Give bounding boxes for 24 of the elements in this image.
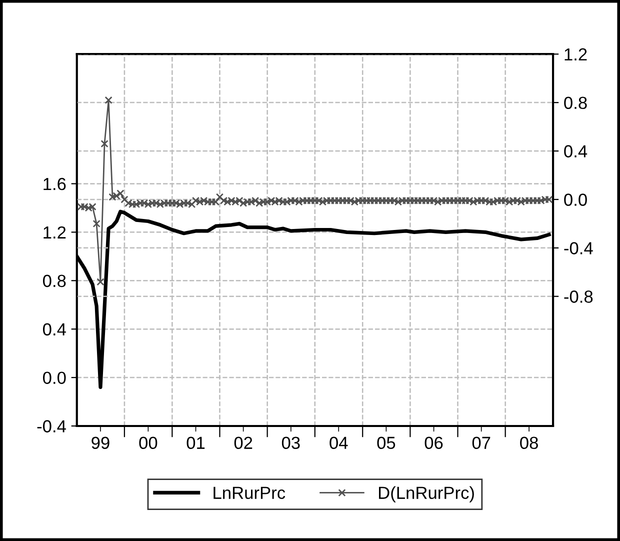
legend-label: LnRurPrc — [214, 486, 286, 499]
y-tick-label: 0.4 — [43, 323, 66, 336]
x-tick-label: 04 — [330, 436, 348, 450]
x-tick-label: 05 — [377, 436, 396, 450]
y2-tick-label: 0.0 — [564, 194, 587, 206]
x-tick-label: 03 — [282, 436, 300, 450]
y2-tick-label: 0.8 — [564, 96, 587, 110]
x-tick-label: 02 — [234, 436, 252, 450]
y-tick-label: 1.6 — [44, 178, 66, 190]
legend-label: D(LnRurPrc) — [378, 486, 474, 502]
y2-tick-label: -0.8 — [564, 290, 593, 303]
y2-tick-label: 1.2 — [564, 48, 587, 60]
y-tick-label: 1.2 — [44, 226, 66, 238]
x-tick-label: 99 — [92, 436, 110, 450]
y-tick-label: 0.0 — [43, 372, 66, 384]
x-tick-label: 08 — [520, 436, 538, 450]
y-tick-label: 0.8 — [43, 274, 66, 288]
y2-tick-label: -0.4 — [564, 242, 593, 254]
x-tick-label: 07 — [472, 436, 490, 450]
x-tick-label: 01 — [186, 436, 205, 450]
x-tick-label: 00 — [139, 436, 158, 450]
y-tick-label: -0.4 — [37, 420, 66, 432]
x-tick-label: 06 — [424, 436, 443, 450]
y2-tick-label: 0.4 — [564, 145, 588, 158]
